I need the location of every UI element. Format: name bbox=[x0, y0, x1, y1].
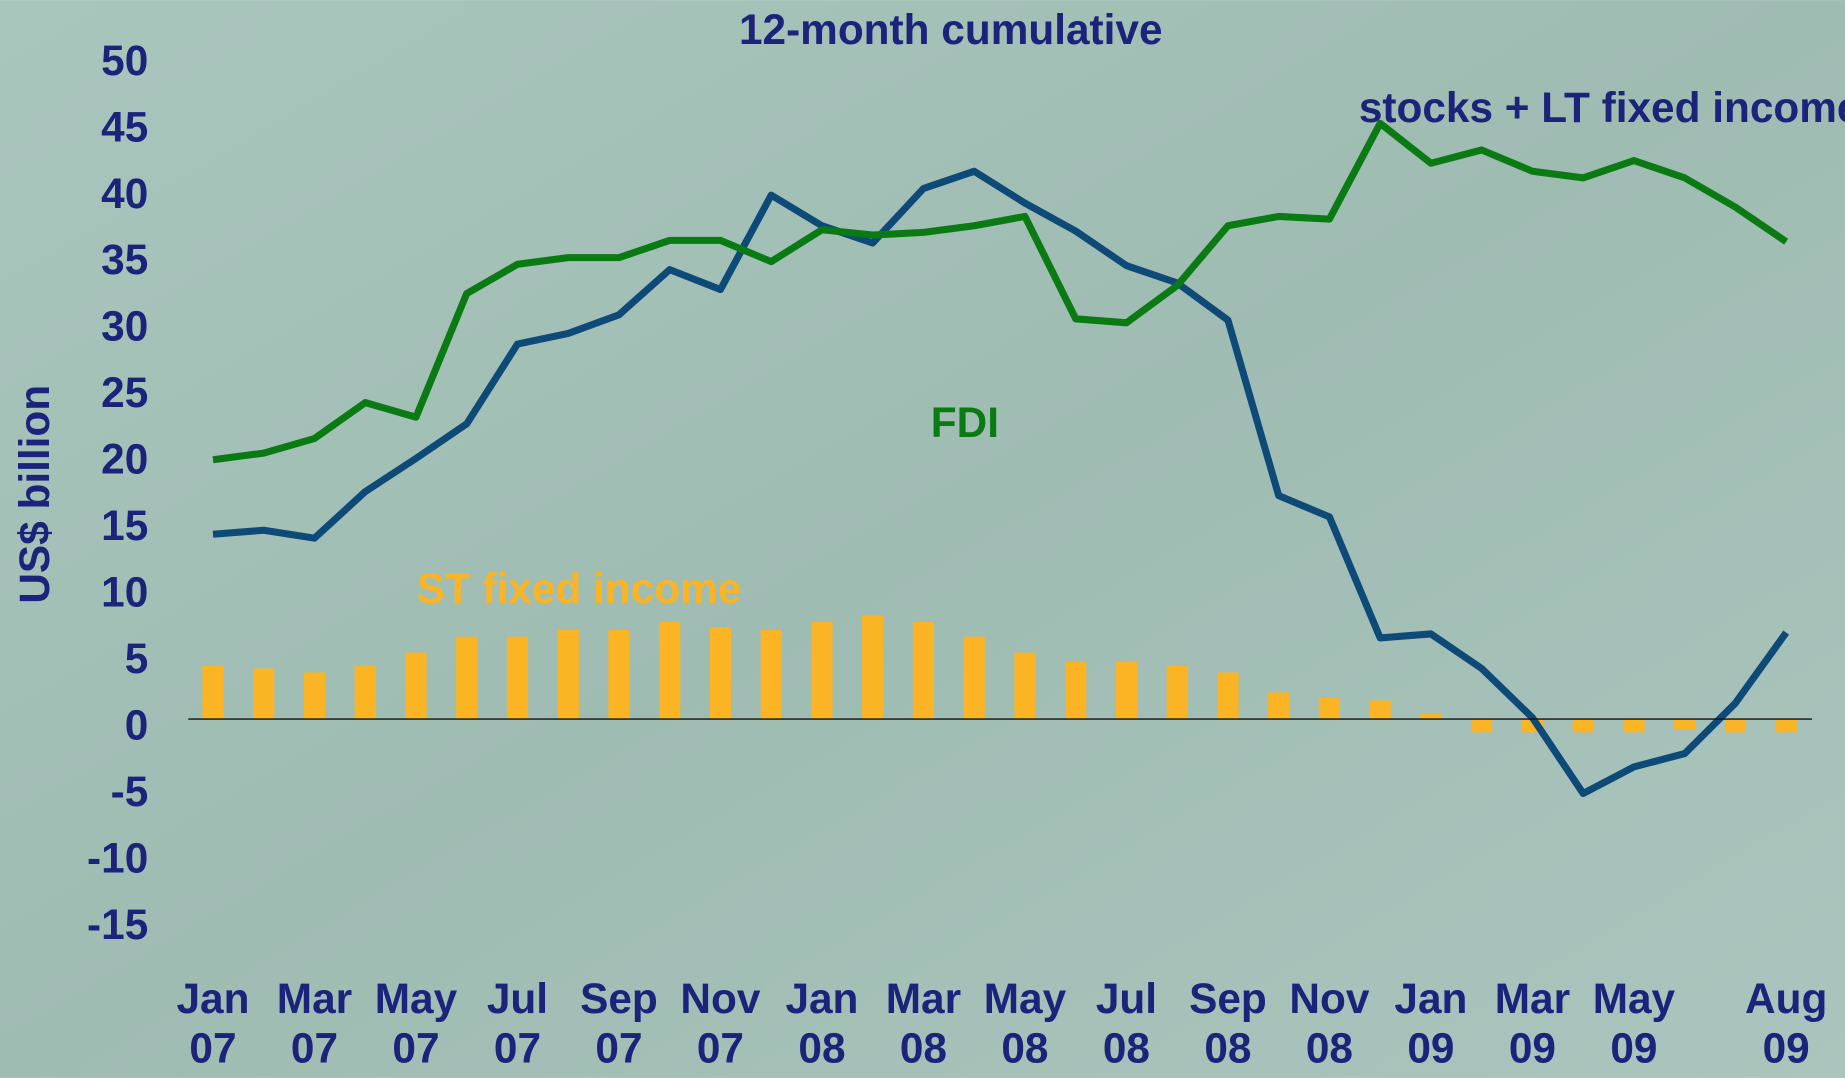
x-tick-label-box: Sep 08 bbox=[1189, 974, 1267, 1073]
bar bbox=[253, 668, 275, 720]
bar bbox=[405, 652, 427, 720]
bar bbox=[1623, 719, 1645, 733]
bar bbox=[1572, 719, 1594, 733]
y-axis-label: US$ billion bbox=[11, 385, 58, 604]
bar bbox=[862, 615, 884, 720]
bar bbox=[608, 629, 630, 720]
y-tick-label: 35 bbox=[101, 236, 148, 283]
x-tick-label-box: Aug 09 bbox=[1744, 974, 1828, 1073]
bar bbox=[1775, 719, 1797, 733]
bar bbox=[506, 636, 529, 720]
bar bbox=[963, 636, 985, 720]
x-tick-label-box: May 08 bbox=[983, 974, 1067, 1073]
x-tick-label: Mar 07 bbox=[276, 974, 353, 1073]
x-tick-label: Jan 08 bbox=[785, 974, 859, 1073]
x-tick-label-box: Mar 08 bbox=[885, 974, 962, 1073]
y-tick-label: -15 bbox=[87, 901, 148, 948]
y-tick-label: 25 bbox=[101, 369, 148, 416]
chart-title: 12-month cumulative bbox=[739, 6, 1163, 53]
bar bbox=[1014, 652, 1036, 720]
bar bbox=[709, 627, 732, 720]
y-tick-label: 15 bbox=[101, 502, 148, 549]
y-tick-label: 45 bbox=[101, 103, 148, 150]
y-tick-label: 5 bbox=[125, 635, 149, 682]
bar bbox=[1318, 697, 1341, 720]
y-tick-label: -5 bbox=[111, 768, 149, 815]
x-tick-label-box: May 07 bbox=[374, 974, 458, 1073]
x-tick-label-box: Mar 07 bbox=[276, 974, 353, 1073]
x-tick-label: Jan 07 bbox=[176, 974, 250, 1073]
x-tick-label-box: Jan 08 bbox=[785, 974, 859, 1073]
series-label: stocks + LT fixed income bbox=[1359, 84, 1845, 131]
bar bbox=[1420, 713, 1442, 720]
bar bbox=[1268, 692, 1290, 720]
x-tick-label-box: Jul 08 bbox=[1095, 974, 1158, 1073]
bar bbox=[912, 621, 935, 720]
bar bbox=[303, 672, 326, 720]
x-tick-label: Mar 08 bbox=[885, 974, 962, 1073]
x-tick-label: May 08 bbox=[983, 974, 1067, 1073]
x-tick-label-box: Nov 07 bbox=[680, 974, 761, 1073]
x-tick-label: Jul 08 bbox=[1095, 974, 1158, 1073]
bar bbox=[557, 629, 579, 720]
x-tick-label: Sep 07 bbox=[580, 974, 658, 1073]
y-tick-label: 40 bbox=[101, 170, 148, 217]
y-tick-label: -10 bbox=[87, 835, 148, 882]
x-tick-label: Sep 08 bbox=[1189, 974, 1267, 1073]
y-tick-label: 50 bbox=[101, 37, 148, 84]
x-tick-label-box: Nov 08 bbox=[1289, 974, 1370, 1073]
x-tick-label-box: Jan 09 bbox=[1394, 974, 1468, 1073]
bar bbox=[811, 621, 833, 720]
x-tick-label: May 09 bbox=[1592, 974, 1676, 1073]
x-tick-label-box: May 09 bbox=[1592, 974, 1676, 1073]
bar bbox=[1674, 719, 1696, 730]
y-tick-label: 30 bbox=[101, 303, 148, 350]
x-tick-label-box: Jul 07 bbox=[486, 974, 549, 1073]
bar bbox=[456, 636, 478, 720]
y-tick-label: 0 bbox=[125, 702, 149, 749]
bar bbox=[1217, 672, 1239, 720]
bar bbox=[1115, 661, 1138, 720]
bar bbox=[1471, 719, 1493, 733]
y-tick-label: 20 bbox=[101, 436, 148, 483]
x-tick-label: Mar 09 bbox=[1494, 974, 1571, 1073]
bar bbox=[354, 665, 376, 720]
bar bbox=[1369, 700, 1391, 720]
bar bbox=[202, 665, 224, 720]
series-label: FDI bbox=[931, 399, 999, 446]
x-tick-label: Nov 08 bbox=[1289, 974, 1370, 1073]
bar bbox=[1065, 661, 1087, 720]
series-label: ST fixed income bbox=[417, 565, 742, 612]
bar bbox=[659, 621, 681, 720]
x-tick-label-box: Sep 07 bbox=[580, 974, 658, 1073]
y-tick-label: 10 bbox=[101, 569, 148, 616]
bar bbox=[1724, 719, 1747, 733]
x-tick-label: Aug 09 bbox=[1744, 974, 1828, 1073]
x-tick-label-box: Mar 09 bbox=[1494, 974, 1571, 1073]
line bbox=[212, 167, 1790, 798]
bar bbox=[760, 629, 782, 720]
x-tick-label: May 07 bbox=[374, 974, 458, 1073]
line bbox=[212, 119, 1789, 464]
bar bbox=[1166, 665, 1188, 720]
x-tick-label-box: Jan 07 bbox=[176, 974, 250, 1073]
x-tick-label: Jul 07 bbox=[486, 974, 549, 1073]
x-tick-label: Jan 09 bbox=[1394, 974, 1468, 1073]
x-tick-label: Nov 07 bbox=[680, 974, 761, 1073]
